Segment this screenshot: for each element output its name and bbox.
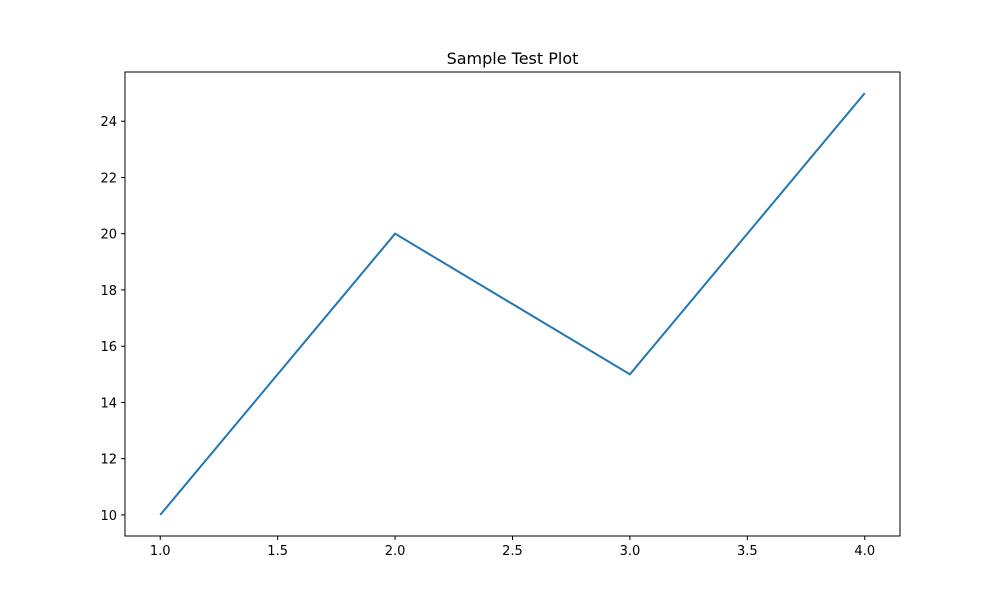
x-tick-label: 1.0 [150,544,171,559]
y-tick-label: 16 [100,340,117,355]
y-tick-label: 14 [100,396,117,411]
x-tick-label: 3.5 [737,544,758,559]
series-line [159,92,866,516]
x-tick-label: 4.0 [854,544,875,559]
x-tick-label: 2.5 [502,544,523,559]
y-tick-label: 22 [100,171,117,186]
y-axis-ticks: 10 12 14 16 18 20 22 24 [100,115,125,524]
y-tick-label: 20 [100,228,117,243]
y-tick-label: 18 [100,284,117,299]
y-tick-label: 12 [100,453,117,468]
y-tick-label: 10 [100,509,117,524]
x-tick-label: 2.0 [385,544,406,559]
chart-title: Sample Test Plot [447,49,579,68]
x-tick-label: 3.0 [620,544,641,559]
x-tick-label: 1.5 [267,544,288,559]
series-layer [159,92,866,516]
x-axis-ticks: 1.0 1.5 2.0 2.5 3.0 3.5 4.0 [150,536,875,559]
plot-area-frame [124,71,901,537]
y-tick-label: 24 [100,115,117,130]
